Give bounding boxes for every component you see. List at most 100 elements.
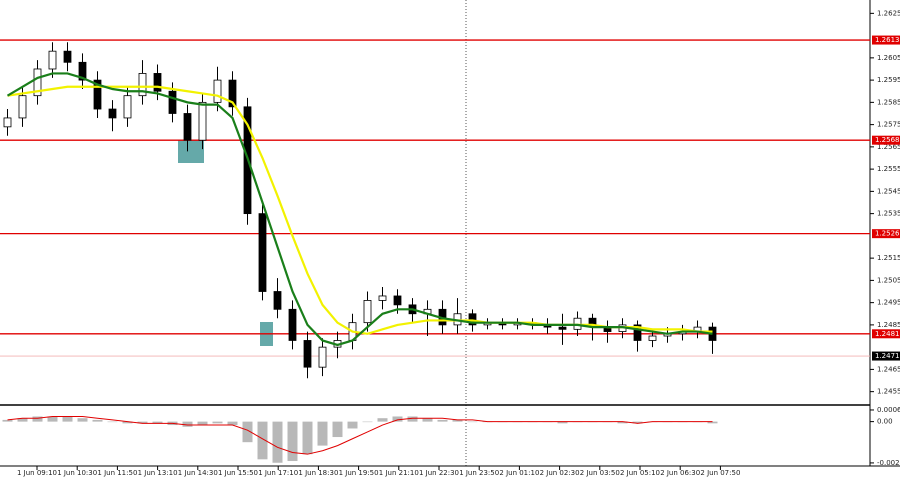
x-tick-label: 1 Jun 18:30 [298, 469, 338, 477]
x-tick-label: 1 Jun 21:10 [379, 469, 419, 477]
macd-bar [152, 421, 163, 424]
x-tick-label: 1 Jun 10:30 [57, 469, 97, 477]
x-tick-label: 2 Jun 05:10 [620, 469, 660, 477]
y-tick-label: 1.2595 [877, 76, 900, 84]
macd-bar [287, 421, 298, 462]
y-tick-label: 1.2505 [877, 276, 900, 284]
level-label: 1.2613 [875, 36, 900, 44]
candle-body [63, 50, 72, 63]
candle-body [558, 326, 567, 330]
macd-bar [212, 421, 223, 424]
level-label: 1.2481 [875, 330, 900, 338]
candle-body [318, 346, 327, 368]
y-tick-label: 1.2605 [877, 54, 900, 62]
candle-body [93, 79, 102, 110]
y-tick-label: 1.2465 [877, 365, 900, 373]
x-tick-label: 2 Jun 07:50 [700, 469, 740, 477]
y-tick-label: 1.2485 [877, 321, 900, 329]
x-tick-label: 2 Jun 01:10 [499, 469, 539, 477]
candle-body [573, 317, 582, 330]
x-tick-label: 1 Jun 23:50 [459, 469, 499, 477]
candle-body [78, 61, 87, 81]
x-tick-label: 1 Jun 13:10 [138, 469, 178, 477]
candle-body [228, 79, 237, 108]
macd-bar [122, 421, 133, 424]
y-tick-label: 1.2545 [877, 187, 900, 195]
y-tick-label: 1.2585 [877, 98, 900, 106]
candle-body [363, 300, 372, 324]
macd-bar [302, 421, 313, 455]
y-tick-label: 1.2515 [877, 254, 900, 262]
macd-bar [182, 421, 193, 427]
macd-bar [467, 421, 478, 423]
y-tick-label: 1.2535 [877, 210, 900, 218]
candle-body [393, 295, 402, 306]
y-tick-label: 1.2555 [877, 165, 900, 173]
y-tick-label: 1.2625 [877, 9, 900, 17]
macd-bar [422, 418, 433, 422]
macd-bar [392, 416, 403, 422]
macd-bar [332, 421, 343, 438]
macd-bar [407, 416, 418, 422]
candle-body [273, 291, 282, 310]
x-tick-label: 1 Jun 15:50 [218, 469, 258, 477]
current-price-box [872, 351, 900, 361]
y-tick-label: 1.2565 [877, 143, 900, 151]
candle-body [183, 113, 192, 141]
macd-bar [632, 421, 643, 424]
x-tick-label: 2 Jun 03:50 [580, 469, 620, 477]
macd-bar [47, 416, 58, 422]
level-label-box [872, 135, 900, 145]
x-tick-label: 1 Jun 11:50 [97, 469, 137, 477]
level-label: 1.2568 [875, 136, 900, 144]
candle-body [123, 95, 132, 119]
candle-body [18, 95, 27, 119]
level-label-box [872, 35, 900, 45]
macd-bar [2, 419, 13, 422]
macd-bar [92, 419, 103, 422]
candle-body [153, 73, 162, 92]
x-tick-label: 1 Jun 19:50 [339, 469, 379, 477]
x-tick-label: 2 Jun 06:30 [660, 469, 700, 477]
level-label: 1.2526 [875, 230, 900, 238]
moving-average [6, 72, 713, 347]
macd-bar [107, 421, 118, 423]
candle-body [288, 308, 297, 341]
macd-bar [257, 421, 268, 460]
macd-bar [437, 419, 448, 422]
candle-body [633, 324, 642, 341]
y-tick-label: 1.2575 [877, 121, 900, 129]
candle-body [3, 117, 12, 128]
macd-bar [557, 421, 568, 424]
macd-bar [617, 421, 628, 424]
macd-bar [32, 416, 43, 422]
macd-bar [17, 418, 28, 422]
x-tick-label: 2 Jun 02:30 [540, 469, 580, 477]
macd-bar [317, 421, 328, 446]
level-label-box [872, 229, 900, 239]
macd-bar [377, 418, 388, 422]
x-tick-label: 1 Jun 22:30 [419, 469, 459, 477]
macd-bar [137, 421, 148, 424]
y-tick-label: 1.2455 [877, 388, 900, 396]
macd-bar [227, 421, 238, 426]
candle-body [168, 90, 177, 114]
candle-body [33, 68, 42, 97]
candle-body [648, 335, 657, 341]
x-tick-label: 1 Jun 17:10 [258, 469, 298, 477]
candle-body [468, 313, 477, 326]
macd-signal [7, 415, 713, 455]
level-label-box [872, 329, 900, 339]
macd-bar [452, 419, 463, 422]
macd-tick-label: 0.00068 [877, 406, 900, 414]
macd-bar [242, 421, 253, 443]
candle-body [378, 295, 387, 301]
candle-body [138, 73, 147, 97]
macd-tick-label: -0.00241 [877, 459, 900, 467]
candle-body [303, 340, 312, 368]
signal-box [178, 140, 204, 163]
candle-body [48, 50, 57, 70]
x-tick-label: 1 Jun 09:10 [17, 469, 57, 477]
